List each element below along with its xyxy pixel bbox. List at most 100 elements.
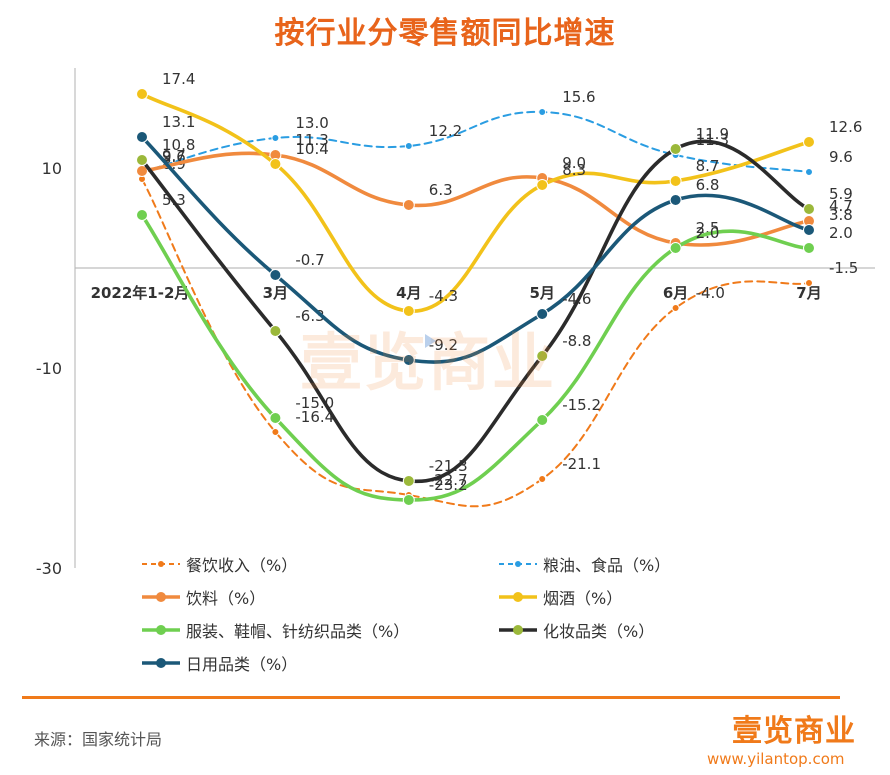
x-category-label: 4月: [396, 284, 421, 302]
series-point: [538, 475, 547, 483]
legend-item: 日用品类（%）: [140, 651, 297, 675]
data-label: 6.8: [696, 176, 720, 194]
data-label: 9.6: [829, 148, 853, 166]
series-point: [536, 179, 549, 191]
data-label: -9.2: [429, 336, 458, 354]
legend-swatch: [142, 625, 180, 635]
y-tick-label: -10: [36, 359, 62, 378]
data-label: -15.0: [295, 394, 334, 412]
data-label: 5.9: [829, 185, 853, 203]
legend-swatch: [142, 658, 180, 668]
data-label: 15.6: [562, 88, 595, 106]
series-point: [803, 203, 815, 215]
series-line: [141, 110, 810, 173]
series-point: [669, 143, 682, 155]
data-label: 8.3: [562, 161, 586, 179]
x-category-label: 5月: [529, 284, 554, 302]
legend-label: 化妆品类（%）: [543, 622, 655, 641]
legend-swatch: [142, 561, 180, 567]
footer-divider: [22, 696, 840, 699]
legend-label: 服装、鞋帽、针纺织品类（%）: [186, 622, 410, 641]
series-point: [536, 414, 549, 426]
series-point: [404, 142, 413, 150]
series-point: [269, 269, 282, 281]
data-label: -4.6: [562, 290, 591, 308]
legend-item: 餐饮收入（%）: [140, 552, 297, 576]
series-point: [803, 242, 815, 254]
data-label: -21.1: [562, 455, 601, 473]
x-category-label: 6月: [663, 284, 688, 302]
series-line: [141, 178, 810, 508]
legend-swatch: [499, 561, 537, 567]
series-point: [803, 224, 815, 236]
data-label: 8.7: [696, 157, 720, 175]
play-icon: [425, 334, 436, 348]
y-tick-label: -30: [36, 559, 62, 578]
series-point: [271, 134, 280, 142]
data-label: 12.6: [829, 118, 862, 136]
data-label: 2.0: [829, 224, 853, 242]
data-label: 13.0: [295, 114, 328, 132]
series-point: [536, 350, 549, 362]
series-point: [671, 304, 680, 312]
series-point: [269, 412, 282, 424]
data-label: -1.5: [829, 259, 858, 277]
series-point: [269, 158, 282, 170]
legend-label: 烟酒（%）: [543, 589, 623, 608]
data-label: 10.8: [162, 136, 195, 154]
series-point: [805, 279, 813, 287]
legend-swatch: [499, 592, 537, 602]
data-label: -4.0: [696, 284, 725, 302]
legend-label: 餐饮收入（%）: [186, 556, 298, 575]
watermark-logo: 壹览商业: [300, 326, 557, 399]
source-note: 来源：国家统计局: [34, 730, 163, 749]
legend-item: 粮油、食品（%）: [497, 552, 670, 576]
series-point: [803, 136, 815, 148]
series-point: [402, 475, 415, 487]
legend-label: 粮油、食品（%）: [543, 556, 671, 575]
series-point: [402, 494, 415, 506]
data-label: 10.4: [295, 140, 328, 158]
legend-swatch: [499, 625, 537, 635]
data-label: -8.8: [562, 332, 591, 350]
y-tick-label: 10: [42, 159, 62, 178]
series-point: [271, 428, 280, 436]
series-line: [140, 139, 811, 484]
data-label: 6.3: [429, 181, 453, 199]
legend-swatch: [142, 592, 180, 602]
legend-item: 饮料（%）: [140, 585, 265, 609]
data-label: 9.7: [162, 147, 186, 165]
series-point: [136, 209, 148, 221]
data-label: -0.7: [295, 251, 324, 269]
series-point: [669, 242, 682, 254]
data-label: 13.1: [162, 113, 195, 131]
series-point: [538, 108, 547, 116]
data-label: -21.3: [429, 457, 468, 475]
series-point: [269, 325, 282, 337]
legend-item: 烟酒（%）: [497, 585, 622, 609]
legend-item: 服装、鞋帽、针纺织品类（%）: [140, 618, 409, 642]
series-point: [402, 305, 415, 317]
legend-label: 饮料（%）: [186, 589, 266, 608]
data-label: -23.2: [429, 476, 468, 494]
legend-item: 化妆品类（%）: [497, 618, 654, 642]
series-point: [136, 131, 148, 143]
data-label: 11.9: [696, 125, 729, 143]
brand-logo: 壹览商业: [732, 714, 856, 749]
x-category-label: 7月: [796, 284, 821, 302]
series-point: [805, 168, 813, 176]
series-point: [402, 199, 415, 211]
data-label: 12.2: [429, 122, 462, 140]
series-point: [136, 88, 148, 100]
data-label: 17.4: [162, 70, 195, 88]
legend-label: 日用品类（%）: [186, 655, 298, 674]
data-label: 9.0: [562, 154, 586, 172]
series-point: [669, 194, 682, 206]
x-category-label: 2022年1-2月: [91, 284, 190, 302]
brand-url[interactable]: www.yilantop.com: [707, 750, 845, 768]
series-point: [402, 354, 415, 366]
series-point: [536, 308, 549, 320]
data-label: 11.3: [295, 131, 328, 149]
data-label: -4.3: [429, 287, 458, 305]
